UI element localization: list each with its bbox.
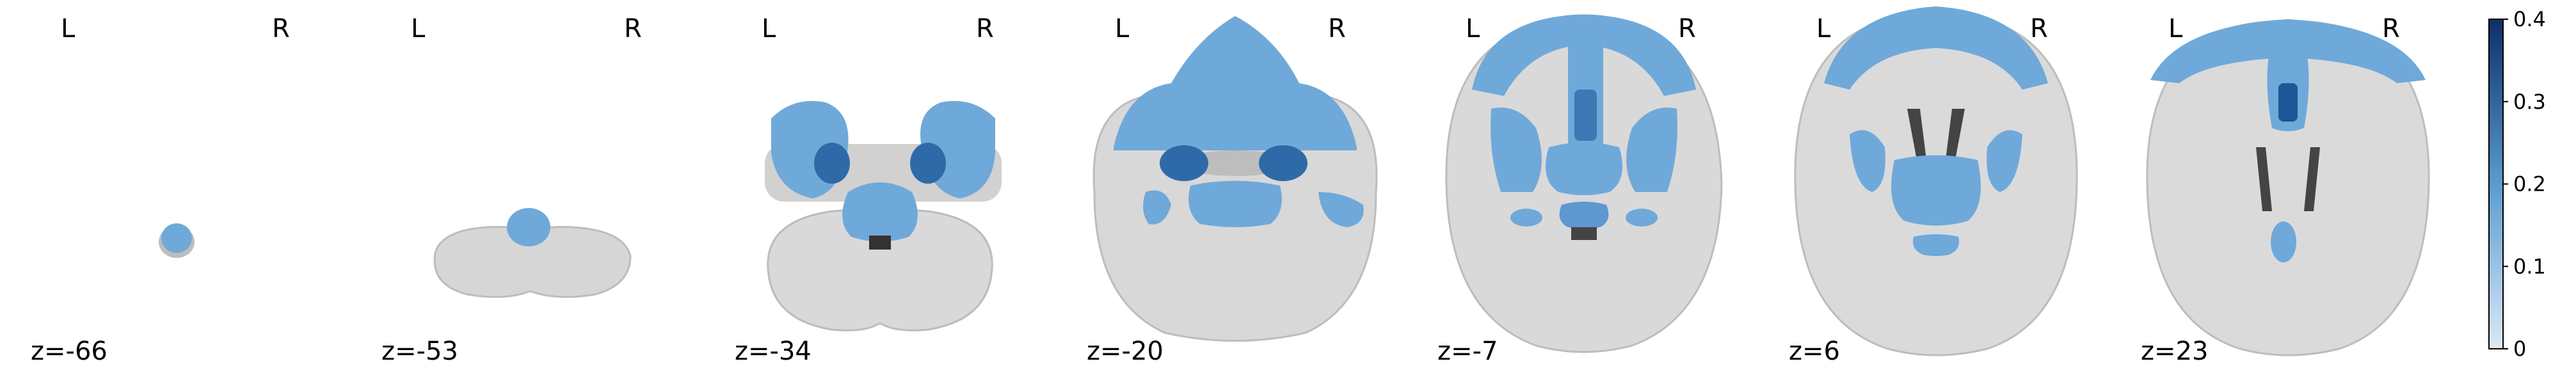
- slice-4-z-label: z=-20: [1087, 337, 1164, 366]
- slice-4: L R z=-20: [1087, 14, 1378, 366]
- colorbar-gradient: [2488, 19, 2504, 349]
- slice-4-overlay-dark-left: [1160, 145, 1208, 181]
- colorbar: 0.4 0.3 0.2 0.1 0: [2488, 7, 2546, 361]
- colorbar-tick-label: 0.4: [2513, 7, 2546, 31]
- slice-5-overlay-frontal: [1472, 14, 1696, 96]
- slice-6-overlay-posterior: [1913, 234, 1959, 256]
- slice-4-overlay-temporal-left: [1143, 190, 1171, 225]
- slice-5-z-label: z=-7: [1437, 337, 1498, 366]
- slice-5-overlay-right: [1626, 108, 1677, 192]
- slice-7-right-marker: R: [2382, 14, 2400, 44]
- slice-4-overlay-frontal: [1114, 16, 1357, 150]
- slice-5-left-marker: L: [1466, 14, 1480, 44]
- slice-1-overlay: [161, 223, 192, 253]
- slice-6: L R z=6: [1789, 6, 2078, 366]
- slice-5-overlay-center: [1546, 142, 1622, 195]
- slice-3-overlay-dark-left: [814, 143, 850, 184]
- slice-5-right-marker: R: [1678, 14, 1696, 44]
- slice-3-left-marker: L: [762, 14, 776, 44]
- colorbar-tick-label: 0: [2513, 337, 2526, 361]
- slice-6-overlay-frontal: [1824, 6, 2048, 90]
- slice-7-overlay-dark: [2278, 83, 2298, 122]
- slice-5-overlay-occ-right: [1626, 209, 1658, 227]
- slice-3-overlay-dark-right: [910, 143, 946, 184]
- slice-4-right-marker: R: [1328, 14, 1346, 44]
- slice-2-z-label: z=-53: [381, 337, 458, 366]
- slice-6-right-marker: R: [2030, 14, 2048, 44]
- slice-2-brain: [433, 226, 632, 298]
- slice-1-z-label: z=-66: [31, 337, 108, 366]
- slice-6-overlay-center: [1891, 155, 1981, 226]
- slice-5-overlay-left: [1491, 108, 1542, 192]
- slice-6-left-marker: L: [1816, 14, 1831, 44]
- slice-3-overlay-center: [842, 182, 918, 242]
- slice-1: L R z=-66: [31, 14, 290, 366]
- slice-6-ventricle-left: [1907, 109, 1926, 160]
- slice-1-left-marker: L: [61, 14, 76, 44]
- colorbar-tick-label: 0.1: [2513, 254, 2546, 278]
- slice-2-left-marker: L: [411, 14, 426, 44]
- slice-3-z-label: z=-34: [735, 337, 812, 366]
- slice-6-z-label: z=6: [1789, 337, 1840, 366]
- slice-5: L R z=-7: [1437, 14, 1723, 366]
- slice-4-overlay-center: [1188, 180, 1282, 227]
- slice-4-midline: [1197, 150, 1277, 176]
- slice-4-left-marker: L: [1115, 14, 1130, 44]
- slice-6-overlay-left: [1850, 130, 1885, 192]
- colorbar-tick-label: 0.2: [2513, 172, 2546, 196]
- slice-3-right-marker: R: [976, 14, 994, 44]
- slice-6-overlay-right: [1987, 130, 2022, 192]
- slice-6-ventricle-right: [1946, 109, 1965, 160]
- slice-5-ventricle: [1571, 227, 1597, 240]
- slice-7-ventricle-right: [2304, 147, 2320, 211]
- slice-3: L R z=-34: [735, 14, 1002, 366]
- slice-2: L R z=-53: [381, 14, 642, 366]
- slice-2-right-marker: R: [624, 14, 642, 44]
- slice-7-overlay-posterior: [2271, 221, 2296, 262]
- slice-5-overlay-occ-left: [1510, 209, 1542, 227]
- slice-5-overlay-dark: [1574, 90, 1597, 141]
- slice-7-ventricle-left: [2256, 147, 2272, 211]
- colorbar-ticks: 0.4 0.3 0.2 0.1 0: [2503, 7, 2546, 361]
- slice-7-z-label: z=23: [2141, 337, 2208, 366]
- slice-7: L R z=23: [2141, 14, 2430, 366]
- colorbar-tick-label: 0.3: [2513, 90, 2546, 114]
- slice-5-overlay-posterior: [1559, 202, 1609, 229]
- slice-4-overlay-dark-right: [1259, 145, 1308, 181]
- slice-7-left-marker: L: [2168, 14, 2183, 44]
- slice-3-ventricle: [869, 236, 891, 250]
- slice-1-right-marker: R: [272, 14, 290, 44]
- slice-2-overlay: [507, 208, 550, 246]
- slice-4-overlay-temporal-right: [1318, 192, 1364, 227]
